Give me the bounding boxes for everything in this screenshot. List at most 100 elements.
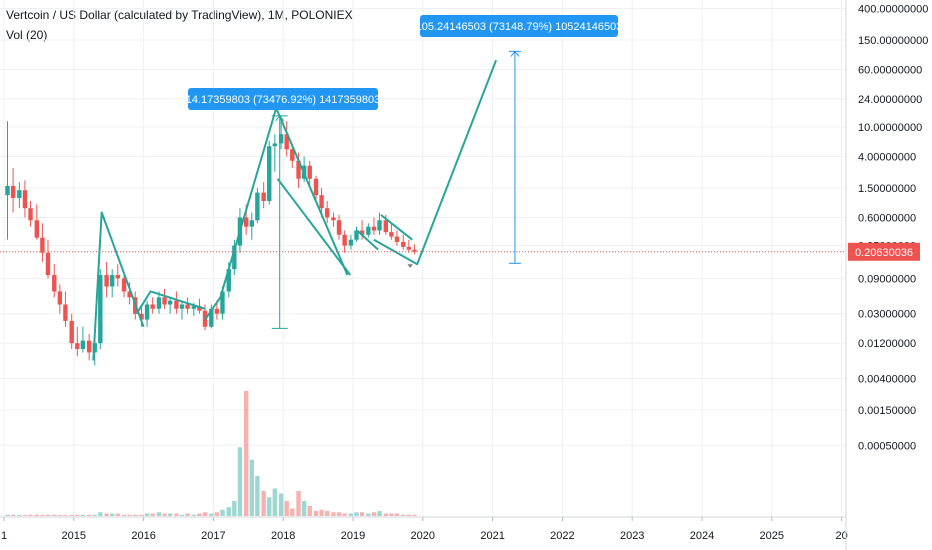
volume-bar [389,513,394,516]
candle-body [383,220,389,233]
volume-bar [34,514,40,516]
candle-body [267,146,272,202]
y-axis-label: 0.03000000 [858,309,916,321]
candle-body [52,275,57,292]
candle-body [226,269,231,292]
y-axis-label: 0.00400000 [858,373,916,385]
candle-body [377,220,382,231]
y-axis-label: 0.60000000 [858,212,916,224]
y-axis-label: 0.00150000 [858,405,916,417]
x-axis-label: 2023 [620,530,644,542]
volume-bar [92,514,97,516]
volume-indicator-label[interactable]: Vol (20) [6,28,48,42]
candle-body [179,304,185,309]
callout-2-box[interactable] [420,15,618,37]
candle-body [10,185,16,198]
candle-body [319,195,324,209]
volume-bar [319,509,324,516]
volume-bar [284,501,289,516]
candle-body [249,220,254,227]
x-axis-label: 2015 [62,530,86,542]
x-axis-label: 2018 [271,530,295,542]
volume-bar [290,508,295,516]
candle-body [261,192,266,202]
y-axis-label: 0.01200000 [858,338,916,350]
trendline-2015-spike[interactable] [92,211,145,361]
volume-bar [232,501,237,516]
volume-bar [75,514,80,516]
callout-1-box[interactable] [188,88,378,110]
volume-bar [104,513,109,516]
volume-bar [226,507,231,516]
volume-bar [267,497,272,516]
y-axis-label: 1.50000000 [858,183,916,195]
volume-bar [237,447,243,516]
candle-body [331,217,336,221]
volume-bar [80,514,86,516]
candle-body [324,208,330,218]
volume-bar [63,515,68,516]
candle-body [197,306,202,311]
x-axis-label: 2017 [201,530,225,542]
candle-body [366,226,371,235]
y-axis-label: 4.00000000 [858,151,916,163]
volume-bar [185,513,190,516]
volume-bar [383,513,389,516]
volume-bar [348,513,354,516]
candle-body [156,297,162,309]
candle-body [167,300,173,305]
trendline-2016-channel[interactable] [135,290,206,315]
callout-2-text: 105.24146503 (73148.79%) 10524146503 [416,21,623,33]
volume-bar [121,514,127,516]
trendline-projection[interactable] [373,59,498,266]
candle-body [278,134,284,144]
candle-body [57,291,63,305]
volume-bar [69,515,74,516]
volume-bar [150,513,155,516]
volume-bar [331,512,336,516]
trendline-2019-b[interactable] [380,214,413,241]
volume-bar [45,514,51,516]
volume-bar [214,512,220,516]
candle-body [307,165,312,179]
volume-bar [272,488,278,516]
candle-body [272,143,278,147]
candle-body [290,149,295,161]
volume-bar [377,511,382,516]
candle-body [69,320,74,344]
candle-body [150,304,155,309]
x-axis-label: 2019 [341,530,365,542]
trendline-2017-rally[interactable] [204,107,349,321]
y-axis-label: 10.00000000 [858,122,922,134]
candle-body [98,275,103,344]
candle-body [401,241,406,247]
candle-body [28,208,33,221]
candle-body [313,178,319,196]
measure-arrow-2-icon [510,50,520,57]
volume-bar [412,514,417,516]
volume-bar [10,514,16,516]
volume-bar [115,513,120,516]
x-axis-label: 2025 [760,530,784,542]
trendline-2019-a[interactable] [356,229,379,251]
candle-body [139,313,144,320]
volume-bar [220,509,225,516]
candle-body [17,190,22,198]
candle-body [406,246,412,250]
current-price-tag[interactable] [848,242,920,261]
y-axis-label: 150.00000000 [858,35,928,47]
volume-bar [86,514,92,516]
candle-body [144,304,150,320]
trendline-2018-lower[interactable] [276,178,351,276]
candle-body [354,230,359,240]
volume-bar [366,513,371,516]
x-axis-label: 1 [1,530,7,542]
y-axis-label: 60.00000000 [858,64,922,76]
volume-bar [109,513,115,516]
candle-body [174,300,179,309]
volume-bar [162,513,167,516]
volume-bar [244,391,249,516]
chart-title: Vertcoin / US Dollar (calculated by Trad… [6,8,353,22]
